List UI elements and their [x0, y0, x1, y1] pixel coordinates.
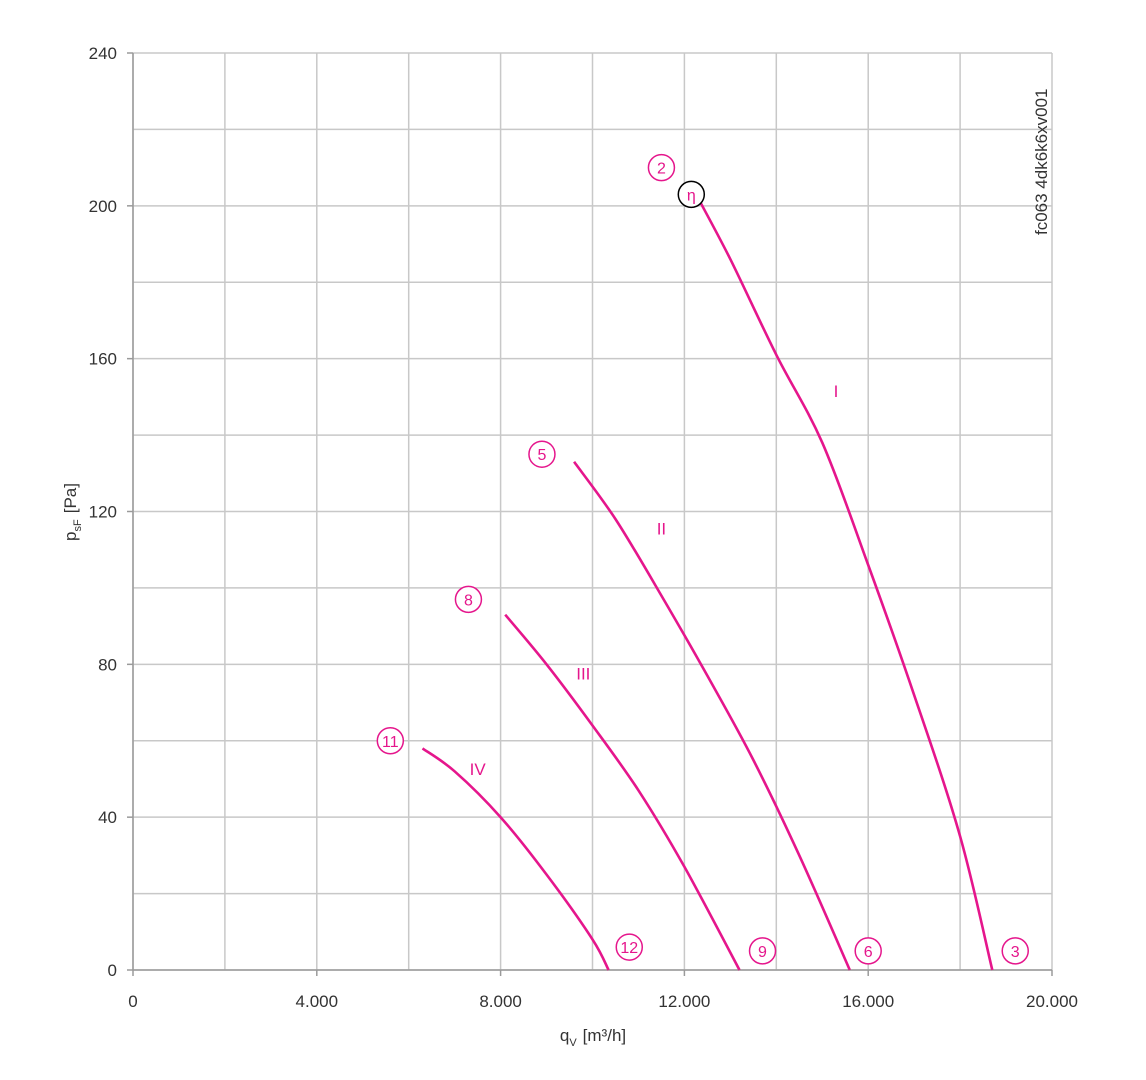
x-tick-label: 0: [128, 992, 137, 1011]
y-tick-label: 80: [98, 655, 117, 674]
x-tick-label: 12.000: [658, 992, 710, 1011]
point-marker-6-text: 6: [864, 944, 873, 961]
point-marker-12: 12: [615, 933, 644, 961]
axes: [127, 52, 1053, 976]
curve-label-III: III: [576, 665, 590, 684]
curve-I: [697, 197, 994, 971]
curve-label-II: II: [657, 519, 666, 538]
x-axis-title-sub: V: [569, 1037, 577, 1049]
efficiency-marker-ring: [677, 180, 706, 209]
y-tick-label: 0: [108, 961, 117, 980]
point-marker-12-ring: [615, 933, 644, 961]
curve-IV: [421, 747, 610, 971]
point-marker-5-text: 5: [538, 447, 547, 464]
y-tick-label: 120: [89, 503, 117, 522]
point-marker-6-ring: [854, 937, 882, 965]
point-marker-9-ring: [748, 937, 777, 965]
grid: [132, 52, 1053, 971]
curve-II: [573, 461, 851, 971]
point-marker-11-ring: [376, 727, 405, 755]
point-marker-3-ring: [1001, 937, 1029, 965]
x-tick-label: 4.000: [296, 992, 339, 1011]
point-marker-8-text: 8: [464, 592, 473, 609]
point-marker-3: 3: [1001, 937, 1029, 965]
x-axis-title: qV [m³/h]: [560, 1026, 626, 1049]
point-marker-9: 9: [748, 937, 777, 965]
point-marker-12-text: 12: [620, 940, 638, 957]
point-marker-5-ring: [528, 440, 556, 468]
point-marker-5: 5: [528, 440, 556, 468]
y-axis-title-sub: sF: [72, 519, 84, 532]
point-marker-2-text: 2: [657, 161, 666, 178]
point-marker-6: 6: [854, 937, 882, 965]
x-axis-title-main: q: [560, 1026, 569, 1045]
x-axis-title-unit: [m³/h]: [583, 1026, 626, 1045]
x-tick-label: 20.000: [1026, 992, 1078, 1011]
efficiency-marker: η: [677, 180, 706, 209]
curve-label-IV: IV: [470, 760, 487, 779]
y-tick-label: 240: [89, 44, 117, 63]
point-marker-9-text: 9: [758, 944, 767, 961]
x-tick-label: 16.000: [842, 992, 894, 1011]
curve-label-I: I: [834, 382, 839, 401]
point-marker-11-text: 11: [382, 734, 399, 751]
y-tick-labels: 0 40 80 120 160 200 240: [89, 44, 117, 980]
y-tick-label: 160: [89, 350, 117, 369]
curve-III: [504, 613, 741, 971]
y-axis-title: psF [Pa]: [61, 483, 84, 541]
point-marker-2-ring: [647, 153, 676, 182]
point-marker-11: 11: [376, 727, 405, 755]
chart-code: fc063 4dk6k6xv001: [1032, 89, 1051, 236]
y-axis-title-unit: [Pa]: [61, 483, 80, 513]
x-tick-labels: 0 4.000 8.000 12.000 16.000 20.000: [128, 992, 1078, 1011]
y-tick-label: 40: [98, 808, 117, 827]
y-axis-title-main: p: [61, 532, 80, 541]
x-tick-label: 8.000: [479, 992, 522, 1011]
y-tick-label: 200: [89, 197, 117, 216]
point-marker-8-ring: [454, 585, 483, 614]
efficiency-marker-text: η: [687, 187, 696, 204]
point-marker-2: 2: [647, 153, 676, 182]
markers: 2 3 5 6 8 9 11 12 η: [376, 153, 1029, 965]
point-marker-8: 8: [454, 585, 483, 614]
point-marker-3-text: 3: [1011, 944, 1020, 961]
